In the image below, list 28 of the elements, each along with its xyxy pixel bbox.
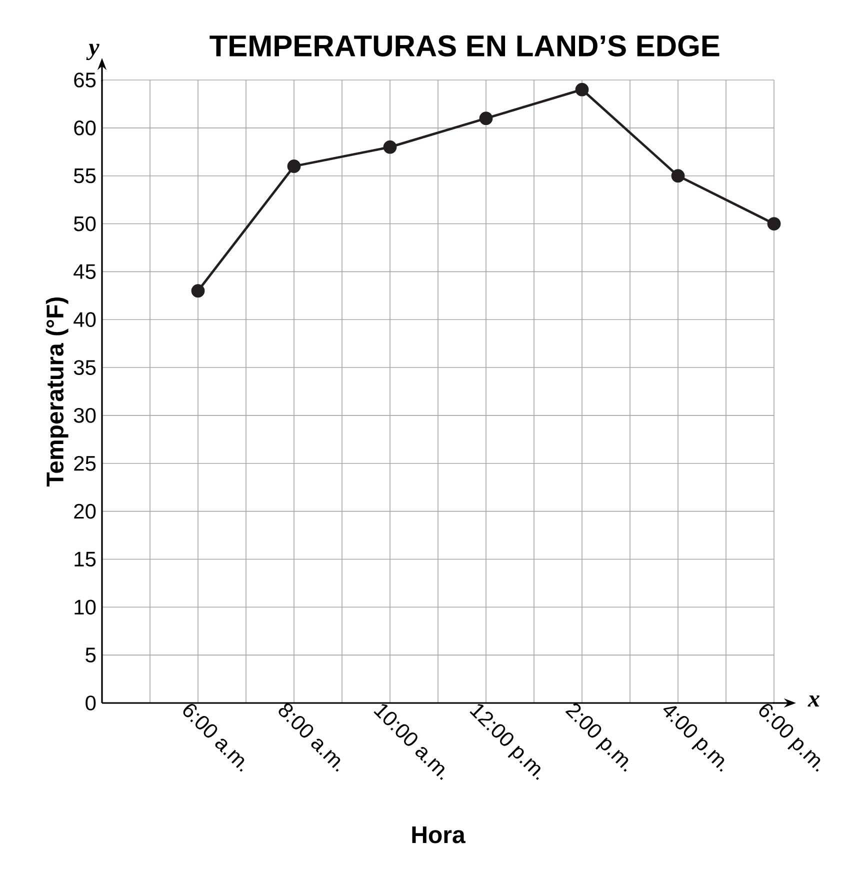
y-tick-label: 20 [74, 504, 96, 519]
point [287, 160, 301, 173]
y-tick-label: 30 [74, 408, 96, 423]
y-tick-label: 35 [74, 360, 96, 375]
point [575, 82, 589, 96]
y-tick-label: 10 [74, 600, 96, 615]
point [383, 140, 397, 154]
y-tick-label: 0 [86, 696, 96, 710]
text: y [86, 44, 100, 60]
x-tick-label: 6:00 a.m. [183, 704, 244, 772]
x-tick-label: 8:00 a.m. [278, 703, 340, 772]
x-axis-title: Hora [412, 826, 466, 844]
y-axis-title: Temperatura (°F) [46, 297, 68, 486]
y-tick-label: 55 [74, 168, 96, 184]
point [671, 169, 685, 183]
point [479, 112, 493, 126]
y-tick-label: 45 [74, 264, 96, 280]
chart-title: TEMPERATURAS EN LAND’S EDGE [210, 35, 720, 56]
y-tick-label: 65 [74, 72, 96, 88]
y-tick-label: 40 [74, 312, 96, 328]
point [191, 284, 205, 298]
point [767, 217, 781, 230]
y-tick-label: 5 [86, 648, 96, 662]
y-tick-label: 50 [74, 216, 96, 232]
y-tick-label: 15 [74, 552, 96, 567]
y-tick-label: 60 [74, 120, 96, 136]
text: x [808, 695, 820, 707]
y-tick-label: 25 [74, 456, 96, 471]
